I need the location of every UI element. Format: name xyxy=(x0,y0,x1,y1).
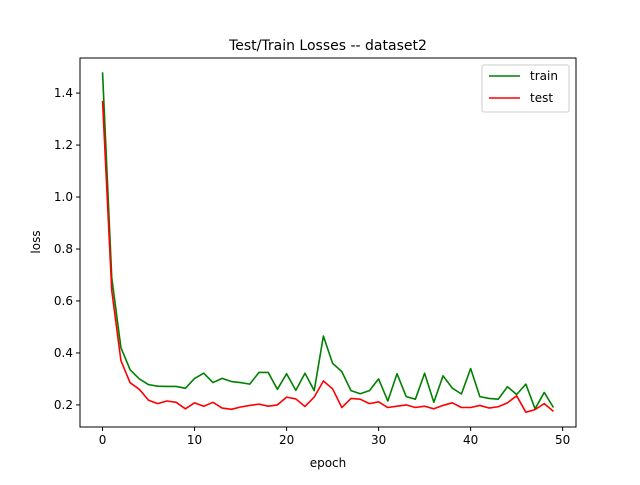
y-axis-label: loss xyxy=(29,230,43,253)
y-tick-label-6: 1.4 xyxy=(54,86,73,100)
chart-title: Test/Train Losses -- dataset2 xyxy=(228,38,427,54)
x-tick-label-40: 40 xyxy=(463,433,478,447)
legend: train test xyxy=(481,64,570,113)
legend-label-train: train xyxy=(530,69,558,83)
legend-label-test: test xyxy=(530,91,553,105)
series-lines xyxy=(101,72,555,413)
x-tick-label-30: 30 xyxy=(371,433,386,447)
y-tick-label-3: 0.8 xyxy=(54,242,73,256)
x-tick-label-50: 50 xyxy=(555,433,570,447)
x-tick-label-0: 0 xyxy=(99,433,107,447)
y-tick-label-5: 1.2 xyxy=(54,138,73,152)
y-tick-label-4: 1.0 xyxy=(54,190,73,204)
x-tick-label-20: 20 xyxy=(279,433,294,447)
y-tick-label-0: 0.2 xyxy=(54,398,73,412)
x-tick-label-10: 10 xyxy=(187,433,202,447)
series-line-train xyxy=(101,72,555,410)
x-axis-label: epoch xyxy=(310,456,347,470)
y-tick-label-2: 0.6 xyxy=(54,294,73,308)
plot-area-frame xyxy=(79,57,577,428)
series-line-test xyxy=(101,100,554,413)
axis-ticks: 0 10 20 30 40 50 0.2 0.4 0.6 0.8 1.0 1.2 1.4 xyxy=(54,86,570,447)
y-tick-label-1: 0.4 xyxy=(54,346,73,360)
